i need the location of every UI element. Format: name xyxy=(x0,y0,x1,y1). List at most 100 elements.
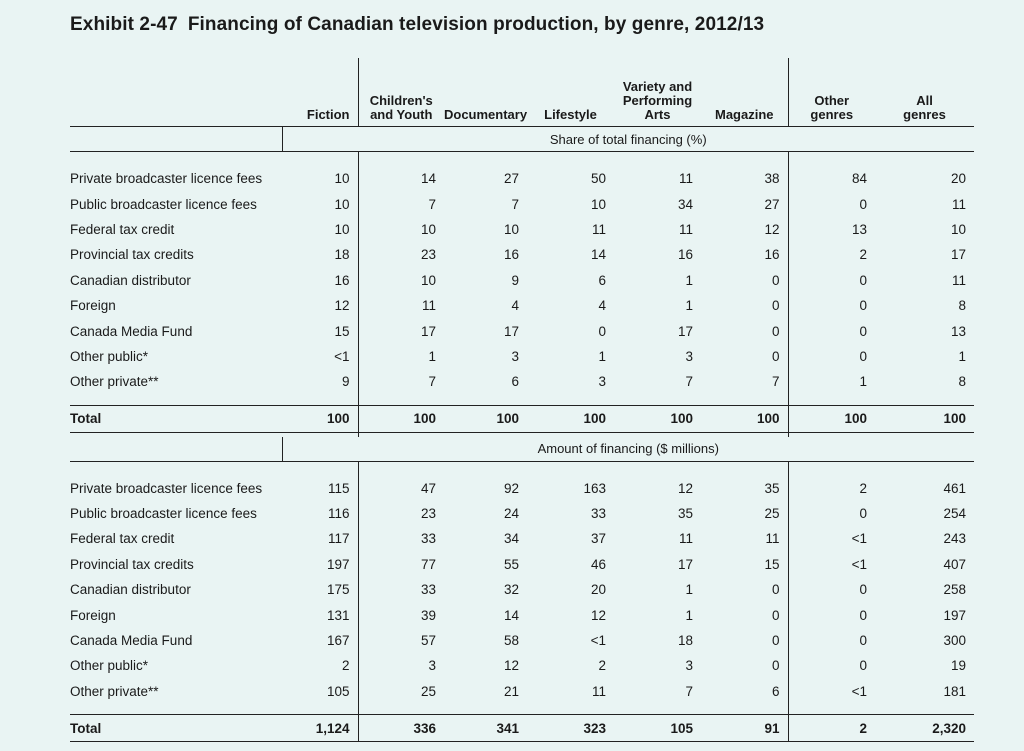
total-row: Total 1,124 336 341 323 105 91 2 2,320 xyxy=(70,714,974,743)
cell-fiction: 197 xyxy=(326,556,350,572)
cell-all-genres: 8 xyxy=(958,374,966,390)
cell-documentary: 16 xyxy=(503,247,519,263)
cell-variety-performing-arts: 16 xyxy=(677,247,693,263)
cell-other-genres: 0 xyxy=(787,343,875,370)
table-row: Provincial tax credits 18 23 16 14 16 16 2 17 xyxy=(70,242,974,268)
column-header-all-genres: All genres xyxy=(875,58,974,127)
row-label: Total xyxy=(70,404,282,433)
cell-lifestyle: 6 xyxy=(598,272,606,288)
row-label: Canadian distributor xyxy=(70,272,191,288)
cell-childrens-youth: 10 xyxy=(357,267,444,293)
cell-magazine: 15 xyxy=(764,556,780,572)
table-row: Other public* <1 1 3 1 3 0 0 1 xyxy=(70,343,974,370)
cell-childrens-youth: 47 xyxy=(357,475,444,501)
cell-variety-performing-arts: 17 xyxy=(677,556,693,572)
column-header-line: Performing xyxy=(622,93,693,108)
cell-other-genres: 13 xyxy=(787,216,875,243)
cell-magazine: 0 xyxy=(771,658,780,674)
cell-documentary: 4 xyxy=(511,298,519,314)
row-label: Public broadcaster licence fees xyxy=(70,506,257,522)
cell-other-genres: <1 xyxy=(787,551,875,578)
page-title: Exhibit 2-47 Financing of Canadian televi… xyxy=(70,14,764,36)
cell-fiction: 105 xyxy=(326,683,350,699)
spacer-row xyxy=(70,394,974,406)
column-header-line: Children's xyxy=(369,93,433,108)
row-label: Other public* xyxy=(70,658,149,674)
cell-documentary: 6 xyxy=(511,374,519,390)
cell-fiction: 100 xyxy=(282,404,358,433)
cell-other-genres: 0 xyxy=(787,627,875,654)
cell-magazine: 6 xyxy=(771,683,780,699)
cell-variety-performing-arts: 1 xyxy=(685,582,693,598)
cell-lifestyle: 11 xyxy=(591,683,606,699)
cell-other-genres: 2 xyxy=(787,714,875,743)
table-row: Public broadcaster licence fees 10 7 7 10 34 2… xyxy=(70,191,974,217)
cell-childrens-youth: 11 xyxy=(357,292,444,319)
cell-fiction: 10 xyxy=(334,171,350,187)
cell-documentary: 14 xyxy=(503,607,519,623)
column-header-line: Magazine xyxy=(714,107,774,122)
cell-documentary: 32 xyxy=(503,582,519,598)
cell-variety-performing-arts: 7 xyxy=(685,683,693,699)
cell-childrens-youth: 336 xyxy=(357,714,444,743)
cell-other-genres: 0 xyxy=(787,267,875,293)
cell-magazine: 16 xyxy=(764,247,780,263)
cell-fiction: 10 xyxy=(334,221,350,237)
cell-lifestyle: 4 xyxy=(598,298,606,314)
cell-childrens-youth: 23 xyxy=(357,500,444,527)
cell-childrens-youth: 14 xyxy=(357,166,444,192)
row-label-header xyxy=(70,58,282,127)
exhibit-title: Financing of Canadian television product… xyxy=(187,14,765,35)
cell-variety-performing-arts: 3 xyxy=(685,658,693,674)
row-label: Other private** xyxy=(70,374,159,390)
cell-documentary: 100 xyxy=(444,404,527,433)
row-label: Federal tax credit xyxy=(70,221,175,237)
cell-variety-performing-arts: 100 xyxy=(614,404,701,433)
cell-lifestyle: 11 xyxy=(591,221,606,237)
cell-documentary: 10 xyxy=(503,221,519,237)
column-header-fiction: Fiction xyxy=(282,58,358,127)
row-label: Public broadcaster licence fees xyxy=(70,196,257,212)
column-header-line: Other xyxy=(814,93,850,108)
cell-childrens-youth: 1 xyxy=(357,343,444,370)
cell-lifestyle: 0 xyxy=(598,323,606,339)
cell-documentary: 27 xyxy=(503,171,519,187)
cell-variety-performing-arts: 7 xyxy=(685,374,693,390)
cell-other-genres: 84 xyxy=(787,166,875,192)
cell-variety-performing-arts: 35 xyxy=(677,506,693,522)
cell-magazine: 0 xyxy=(771,607,780,623)
cell-childrens-youth: 7 xyxy=(357,191,444,217)
cell-lifestyle: 10 xyxy=(590,196,606,212)
cell-other-genres: <1 xyxy=(787,678,875,705)
cell-magazine: 0 xyxy=(771,633,780,649)
cell-childrens-youth: 33 xyxy=(357,577,444,603)
cell-all-genres: 11 xyxy=(951,196,966,212)
cell-lifestyle: 20 xyxy=(590,582,606,598)
cell-all-genres: 197 xyxy=(943,607,966,623)
row-label: Other private** xyxy=(70,683,159,699)
cell-documentary: 55 xyxy=(503,556,519,572)
cell-other-genres: 0 xyxy=(787,318,875,344)
row-label: Total xyxy=(70,714,282,743)
cell-documentary: 12 xyxy=(503,658,519,674)
total-row: Total 100 100 100 100 100 100 100 100 xyxy=(70,404,974,433)
column-header-childrens-youth: Children's and Youth xyxy=(357,58,444,127)
cell-other-genres: 2 xyxy=(787,475,875,501)
cell-all-genres: 254 xyxy=(943,506,966,522)
column-header-row: Fiction Children's and Youth Documentary Lif… xyxy=(70,58,974,127)
table-row: Foreign 12 11 4 4 1 0 0 8 xyxy=(70,292,974,319)
column-header-documentary: Documentary xyxy=(444,58,527,127)
cell-fiction: 16 xyxy=(334,272,350,288)
cell-magazine: 35 xyxy=(764,480,780,496)
column-header-lifestyle: Lifestyle xyxy=(527,58,614,127)
table-row: Federal tax credit 10 10 10 11 11 12 13 10 xyxy=(70,216,974,243)
cell-magazine: 38 xyxy=(764,171,780,187)
cell-magazine: 27 xyxy=(764,196,780,212)
cell-lifestyle: 100 xyxy=(527,404,614,433)
section-heading: Share of total financing (%) xyxy=(281,126,974,152)
cell-childrens-youth: 10 xyxy=(357,216,444,243)
cell-fiction: 1,124 xyxy=(282,714,358,743)
cell-childrens-youth: 7 xyxy=(357,369,444,395)
spacer-row xyxy=(70,704,974,715)
cell-lifestyle: 33 xyxy=(590,506,606,522)
